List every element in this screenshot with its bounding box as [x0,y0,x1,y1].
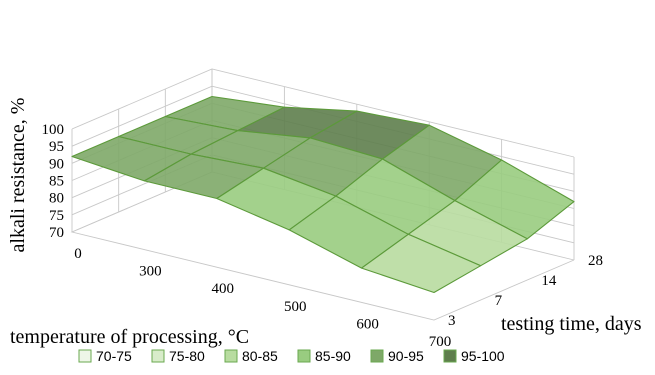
y-tick-label: 3 [448,313,456,329]
legend-label: 90-95 [388,348,424,364]
x-tick-label: 700 [429,334,452,350]
x-tick-label: 600 [356,316,379,332]
legend-label: 70-75 [96,348,132,364]
floor-edge [70,171,575,321]
z-tick-label: 70 [49,225,64,241]
z-tick-label: 95 [49,139,64,155]
legend-swatch [78,349,92,363]
legend-swatch [224,349,238,363]
legend-swatch [443,349,457,363]
legend-label: 95-100 [461,348,505,364]
surface-patch [361,233,482,294]
legend-label: 85-90 [315,348,351,364]
z-axis-title: alkali resistance, % [7,98,29,253]
legend-swatch [151,349,165,363]
x-axis-title: temperature of processing, °C [10,326,249,348]
y-tick-label: 14 [541,273,557,289]
legend-swatch [370,349,384,363]
legend-swatch [297,349,311,363]
x-tick-label: 0 [74,246,82,262]
z-tick-label: 90 [49,156,64,172]
z-tick-label: 100 [42,122,65,138]
x-tick-label: 500 [284,299,307,315]
x-tick-label: 400 [212,281,235,297]
y-tick-label: 28 [588,253,603,269]
z-tick-label: 80 [49,191,64,207]
z-tick-label: 75 [49,208,64,224]
surface [71,95,575,294]
legend-label: 75-80 [169,348,205,364]
z-tick-label: 85 [49,174,64,190]
y-tick-label: 7 [495,293,503,309]
y-axis-title: testing time, days [501,313,642,335]
legend: 70-75 75-80 80-85 85-90 90-95 95-100 [78,348,505,364]
legend-label: 80-85 [242,348,278,364]
x-tick-label: 300 [139,264,162,280]
